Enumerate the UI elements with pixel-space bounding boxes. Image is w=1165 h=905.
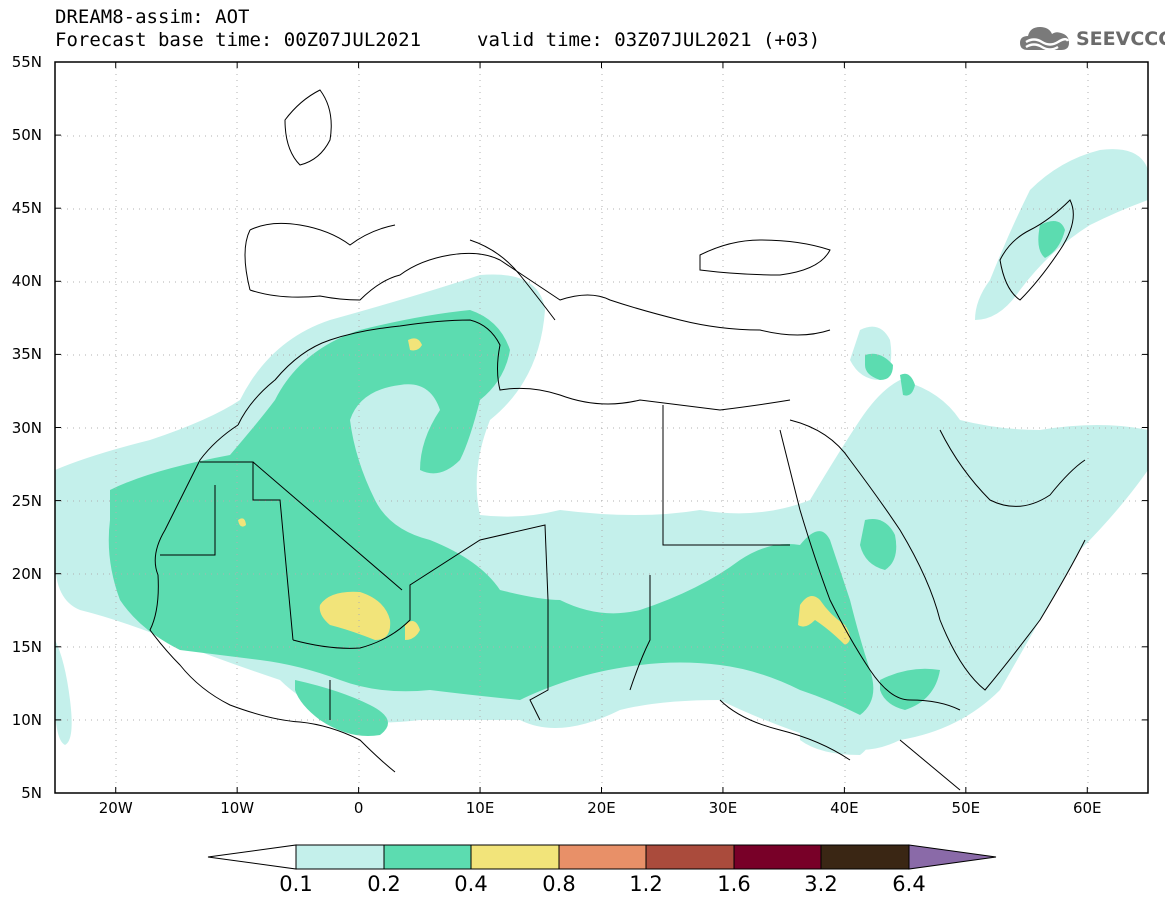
lon-label: 10W — [220, 799, 255, 817]
colorbar-segment-6 — [733, 844, 822, 870]
colorbar-segment-5 — [645, 844, 735, 870]
lon-label: 20E — [587, 799, 616, 817]
colorbar-segment-2 — [383, 844, 472, 870]
lat-label: 50N — [11, 126, 42, 145]
forecast-base-time: Forecast base time: 00Z07JUL2021 — [55, 29, 422, 51]
axis-ticks — [55, 61, 1148, 794]
colorbar-upper-arrow — [908, 844, 997, 870]
colorbar-label: 1.6 — [717, 872, 751, 896]
colorbar-label: 1.2 — [629, 872, 663, 896]
lat-label: 25N — [11, 491, 42, 510]
aot-contour-0.4 — [238, 338, 850, 645]
colorbar-label: 6.4 — [892, 872, 926, 896]
seevccc-logo: SEEVCCC — [1018, 22, 1165, 56]
lon-label: 10E — [465, 799, 495, 817]
logo-text: SEEVCCC — [1076, 28, 1165, 50]
lon-label: 50E — [951, 799, 981, 817]
colorbar-label: 3.2 — [804, 872, 838, 896]
lat-label: 20N — [11, 564, 42, 583]
colorbar-label: 0.4 — [454, 872, 488, 896]
lon-label: 30E — [708, 799, 738, 817]
lat-label: 30N — [11, 418, 42, 437]
lat-label: 35N — [11, 345, 42, 364]
lat-label: 40N — [11, 272, 42, 291]
colorbar-label: 0.2 — [367, 872, 401, 896]
lat-label: 5N — [21, 784, 42, 802]
colorbar-segment-4 — [558, 844, 647, 870]
lat-label: 10N — [11, 710, 42, 729]
coastlines-and-borders — [149, 89, 1086, 791]
lat-label: 15N — [11, 637, 42, 656]
colorbar-label: 0.1 — [279, 872, 313, 896]
lon-label: 20W — [98, 799, 133, 817]
colorbar-label: 0.8 — [542, 872, 576, 896]
lat-label: 45N — [11, 199, 42, 218]
colorbar-segment-3 — [470, 844, 560, 870]
graticule — [55, 62, 1148, 793]
lon-label: 40E — [830, 799, 859, 817]
cloud-icon — [1020, 27, 1070, 51]
colorbar-segment-7 — [820, 844, 910, 870]
map-title: DREAM8-assim: AOT — [55, 6, 250, 28]
valid-time: valid time: 03Z07JUL2021 (+03) — [477, 29, 821, 51]
lon-label: 60E — [1072, 799, 1102, 817]
colorbar-segment-1 — [295, 844, 385, 870]
lat-label: 55N — [11, 53, 42, 71]
aot-contour-0.2 — [108, 221, 1065, 736]
colorbar — [207, 844, 997, 870]
lon-label: 0 — [353, 799, 364, 817]
colorbar-lower-arrow — [207, 844, 297, 870]
